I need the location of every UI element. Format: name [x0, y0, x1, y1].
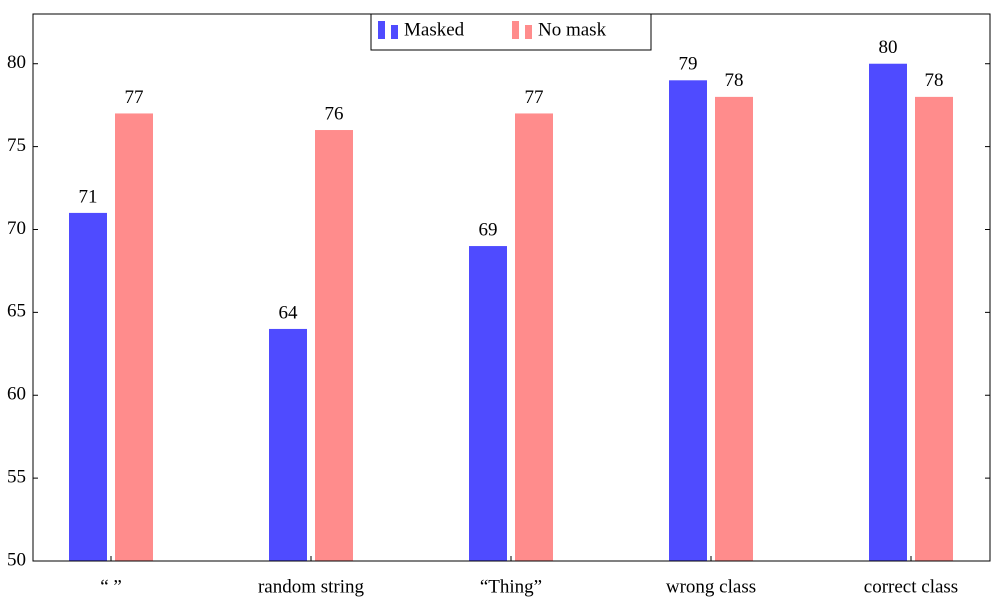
- legend-swatch: [391, 25, 398, 39]
- y-tick-label: 80: [7, 52, 26, 73]
- legend-box: [370, 13, 652, 51]
- data-label: 79: [679, 54, 698, 75]
- bar: [315, 130, 353, 561]
- data-label: 69: [479, 219, 498, 240]
- data-label: 78: [725, 70, 744, 91]
- data-label: 78: [925, 70, 944, 91]
- bar: [469, 246, 507, 561]
- legend-label: Masked: [404, 19, 465, 40]
- bar: [269, 328, 307, 561]
- legend-swatch: [512, 21, 519, 39]
- bar: [669, 80, 707, 561]
- legend-label: No mask: [538, 19, 607, 40]
- legend: Masked No mask: [370, 13, 652, 51]
- bar: [69, 212, 107, 561]
- bar: [515, 113, 553, 562]
- x-tick-label: wrong class: [666, 576, 756, 597]
- y-tick-label: 70: [7, 218, 26, 239]
- x-tick-label: “ ”: [100, 576, 122, 597]
- data-label: 64: [279, 302, 299, 323]
- y-tick-label: 60: [7, 384, 26, 405]
- data-label: 71: [79, 186, 98, 207]
- data-label: 76: [325, 103, 344, 124]
- x-tick-label: random string: [258, 576, 365, 597]
- data-label: 77: [125, 87, 144, 108]
- bar: [915, 96, 953, 561]
- x-tick-label: “Thing”: [480, 576, 542, 597]
- y-tick-label: 65: [7, 301, 26, 322]
- y-tick-label: 75: [7, 135, 26, 156]
- data-label: 77: [525, 87, 544, 108]
- bar: [115, 113, 153, 562]
- legend-swatch: [525, 25, 532, 39]
- x-tick-label: correct class: [864, 576, 958, 597]
- data-label: 80: [879, 37, 898, 58]
- legend-swatch: [378, 21, 385, 39]
- bar: [715, 96, 753, 561]
- y-tick-label: 55: [7, 466, 26, 487]
- bar: [869, 63, 907, 562]
- plot-frame: [32, 13, 991, 562]
- y-tick-label: 50: [7, 549, 26, 570]
